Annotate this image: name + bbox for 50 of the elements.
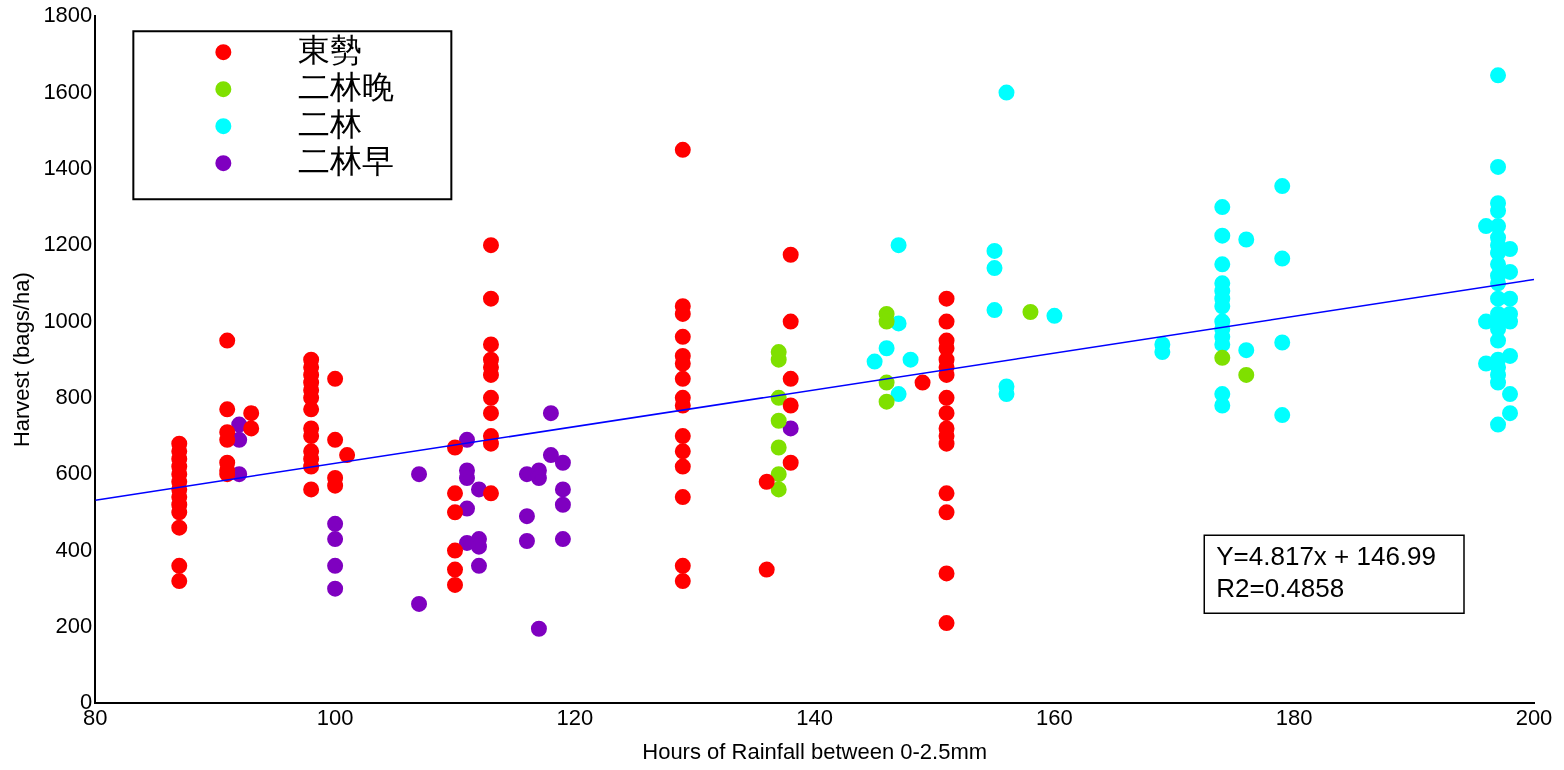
x-tick-label: 100	[316, 705, 354, 731]
point	[770, 412, 787, 429]
x-axis-title: Hours of Rainfall between 0-2.5mm	[642, 738, 988, 764]
point	[770, 481, 787, 498]
y-tick-label: 400	[55, 536, 93, 562]
y-tick-label: 1600	[43, 78, 93, 104]
point	[518, 508, 535, 525]
point	[459, 500, 475, 517]
x-tick-label: 140	[796, 705, 834, 731]
point	[1214, 349, 1231, 366]
x-tick-label: 160	[1036, 705, 1073, 731]
point	[782, 420, 799, 437]
point	[327, 580, 344, 597]
point	[1022, 303, 1039, 320]
point	[554, 481, 571, 498]
point	[411, 595, 428, 612]
y-tick-label: 200	[55, 612, 93, 638]
point	[530, 620, 547, 637]
point	[770, 466, 787, 483]
y-tick-label: 1000	[43, 307, 93, 333]
y-tick-label: 1200	[43, 231, 93, 257]
point	[878, 393, 895, 410]
annotation: Y=4.817x + 146.99	[1216, 541, 1437, 572]
point	[770, 439, 787, 456]
x-tick-label: 180	[1275, 705, 1313, 731]
x-tick-label: 200	[1515, 705, 1553, 731]
legend-label: 東勢	[298, 32, 363, 69]
y-tick-label: 600	[55, 460, 93, 486]
point	[411, 466, 428, 483]
point	[327, 531, 344, 548]
point	[542, 447, 559, 464]
annotation: R2=0.4858	[1216, 573, 1345, 604]
point	[327, 557, 344, 574]
point	[542, 405, 559, 422]
point	[1238, 366, 1255, 383]
point	[554, 454, 571, 471]
point	[327, 515, 344, 532]
y-axis-title: Harvest (bags/ha)	[9, 272, 35, 448]
legend-label: 二林晚	[298, 69, 395, 106]
legend-label: 二林	[298, 106, 363, 143]
x-tick-label: 120	[556, 705, 594, 731]
y-tick-label: 800	[55, 383, 93, 409]
point	[518, 532, 535, 549]
y-tick-label: 1400	[43, 154, 93, 180]
y-tick-label: 1800	[43, 2, 93, 28]
point	[470, 557, 487, 574]
legend-label: 二林早	[298, 143, 395, 180]
point	[470, 481, 487, 498]
point	[554, 531, 571, 548]
point	[554, 496, 571, 513]
